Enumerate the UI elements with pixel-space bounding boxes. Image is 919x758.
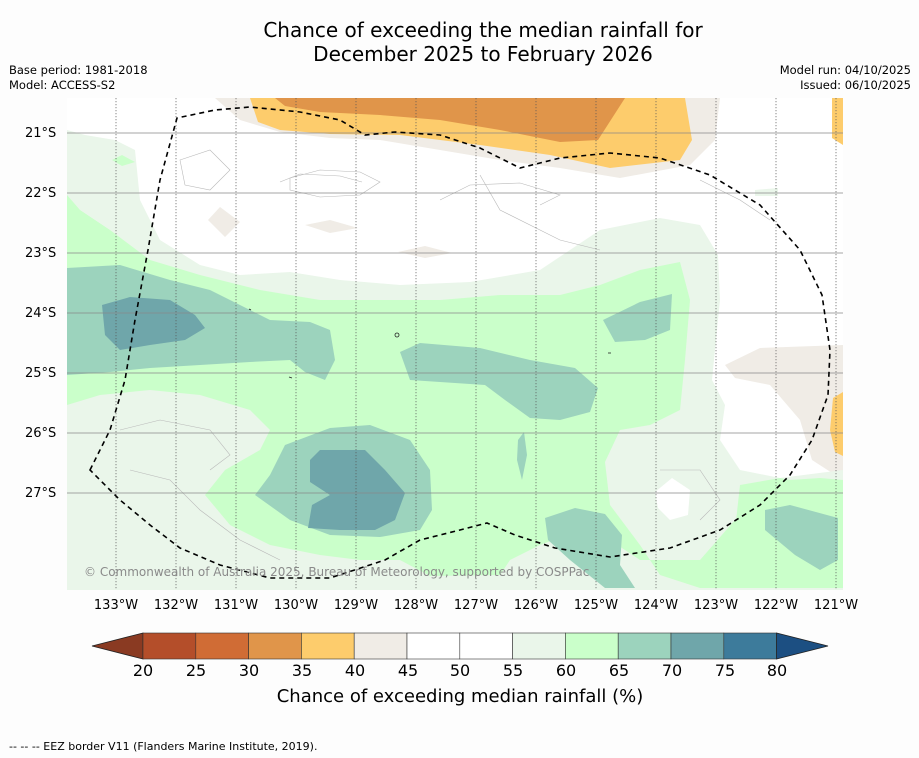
colorbar-segment — [617, 632, 672, 660]
region-40-45-spot-3 — [398, 246, 452, 258]
region-30-35-north — [275, 98, 625, 142]
colorbar-over-arrow — [776, 632, 829, 660]
latitude-gridlines — [67, 132, 843, 494]
colorbar-segment — [459, 632, 513, 660]
eez-footnote: -- -- -- EEZ border V11 (Flanders Marine… — [9, 740, 318, 753]
longitude-gridlines — [115, 98, 837, 590]
region-65-70-west — [67, 265, 335, 380]
lon-label: 127°W — [453, 598, 499, 613]
lon-label: 133°W — [93, 598, 139, 613]
lon-label: 132°W — [153, 598, 199, 613]
meta-right: Model run: 04/10/2025 Issued: 06/10/2025 — [780, 63, 911, 93]
colorbar-tick-label: 50 — [449, 661, 471, 680]
region-55-60-small — [755, 188, 778, 196]
region-65-70-east — [603, 294, 672, 342]
lon-label: 129°W — [333, 598, 379, 613]
region-40-45-spot-2 — [305, 220, 358, 233]
title-line-2: December 2025 to February 2026 — [313, 42, 653, 66]
island-markers — [248, 308, 611, 379]
lon-label: 126°W — [513, 598, 559, 613]
region-35-40-east-top — [832, 98, 843, 145]
colorbar-segment — [353, 632, 408, 660]
colorbar-segment — [142, 632, 197, 660]
colorbar-tick-label: 70 — [661, 661, 683, 680]
lon-label: 122°W — [753, 598, 799, 613]
colorbar-tick-label: 30 — [238, 661, 260, 680]
lat-label: 25°S — [25, 366, 57, 381]
model-run: Model run: 04/10/2025 — [779, 63, 911, 77]
eez-border — [89, 106, 831, 579]
colorbar-tick-label: 20 — [132, 661, 154, 680]
copyright-notice: © Commonwealth of Australia 2025, Bureau… — [84, 565, 590, 579]
issued-date: Issued: 06/10/2025 — [800, 78, 911, 92]
region-70-75-west — [102, 297, 205, 350]
meta-left: Base period: 1981-2018 Model: ACCESS-S2 — [9, 63, 148, 93]
lat-label: 27°S — [25, 486, 57, 501]
contour-lines — [119, 149, 771, 561]
lat-label: 22°S — [25, 186, 57, 201]
lon-label: 131°W — [213, 598, 259, 613]
colorbar-segment — [248, 632, 302, 660]
lon-label: 128°W — [393, 598, 439, 613]
colorbar-segment — [512, 632, 566, 660]
colorbar-tick-label: 75 — [714, 661, 736, 680]
colorbar-tick-label: 55 — [502, 661, 524, 680]
model-name: Model: ACCESS-S2 — [9, 78, 116, 92]
colorbar-segment — [195, 632, 249, 660]
colorbar-segment — [670, 632, 725, 660]
colorbar-segment — [301, 632, 355, 660]
colorbar-segment — [723, 632, 777, 660]
colorbar-tick-label: 35 — [291, 661, 313, 680]
region-65-70-southeast-2 — [765, 505, 838, 570]
region-65-70-streak — [517, 432, 527, 480]
colorbar — [91, 632, 829, 660]
colorbar-tick-label: 25 — [185, 661, 207, 680]
lat-label: 21°S — [25, 126, 57, 141]
lon-label: 123°W — [693, 598, 739, 613]
region-40-45-east — [725, 345, 843, 480]
colorbar-segment — [406, 632, 461, 660]
colorbar-under-arrow — [91, 632, 144, 660]
lat-label: 24°S — [25, 306, 57, 321]
lat-label: 26°S — [25, 426, 57, 441]
colorbar-segment — [565, 632, 619, 660]
region-35-40-east-mid — [830, 392, 843, 456]
lon-label: 124°W — [633, 598, 679, 613]
map-area — [67, 98, 843, 590]
lon-label: 130°W — [273, 598, 319, 613]
base-period: Base period: 1981-2018 — [9, 63, 148, 77]
region-60-65-north-spot — [112, 155, 135, 166]
map-title: Chance of exceeding the median rainfall … — [0, 18, 919, 66]
lat-label: 23°S — [25, 246, 57, 261]
region-65-70-center — [400, 343, 598, 420]
region-40-45-spot-1 — [208, 207, 240, 237]
colorbar-tick-label: 45 — [397, 661, 419, 680]
region-65-70-southeast-1 — [545, 508, 635, 588]
colorbar-tick-label: 80 — [766, 661, 788, 680]
colorbar-tick-label: 65 — [608, 661, 630, 680]
title-line-1: Chance of exceeding the median rainfall … — [263, 18, 703, 42]
colorbar-tick-label: 40 — [344, 661, 366, 680]
colorbar-tick-label: 60 — [555, 661, 577, 680]
colorbar-title: Chance of exceeding median rainfall (%) — [276, 686, 644, 707]
lon-label: 121°W — [813, 598, 859, 613]
region-45-55-hole — [655, 478, 690, 520]
region-70-75-south — [308, 450, 405, 530]
lon-label: 125°W — [573, 598, 619, 613]
